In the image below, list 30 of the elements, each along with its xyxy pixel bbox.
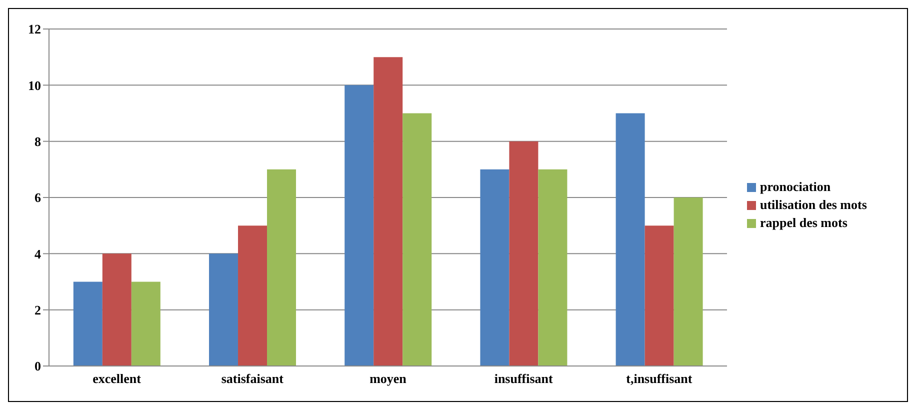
- bar: [674, 198, 703, 366]
- bar: [267, 169, 296, 366]
- x-tick-label: satisfaisant: [221, 371, 284, 386]
- bar: [644, 226, 674, 366]
- y-tick-label: 4: [34, 246, 42, 262]
- bar: [480, 169, 510, 366]
- bar: [238, 226, 268, 366]
- x-tick-label: moyen: [370, 371, 408, 386]
- bar: [102, 254, 132, 366]
- y-tick-label: 10: [28, 78, 41, 93]
- y-tick-label: 2: [34, 302, 41, 318]
- x-tick-label: insuffisant: [494, 371, 554, 386]
- y-tick-label: 0: [34, 358, 41, 374]
- bar: [538, 169, 568, 366]
- bar: [374, 57, 403, 366]
- bar: [402, 113, 432, 366]
- legend-label: pronociation: [760, 179, 831, 194]
- bar: [73, 282, 102, 366]
- bar: [616, 113, 645, 366]
- x-tick-label: excellent: [92, 371, 142, 386]
- bar: [509, 141, 538, 366]
- y-tick-label: 8: [34, 134, 42, 149]
- y-tick-label: 6: [34, 190, 42, 206]
- x-tick-label: t,insuffisant: [626, 371, 693, 386]
- legend-label: rappel des mots: [760, 215, 848, 230]
- bar: [209, 254, 238, 366]
- y-tick-label: 12: [28, 22, 41, 37]
- bar: [344, 85, 374, 366]
- bar: [131, 282, 160, 366]
- legend-label: utilisation des mots: [760, 197, 867, 212]
